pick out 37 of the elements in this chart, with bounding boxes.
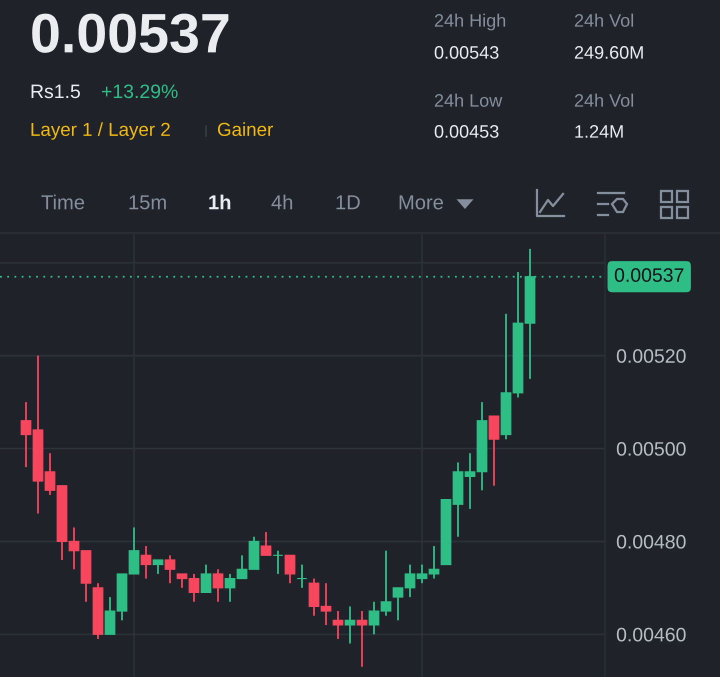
text: +13.29% — [102, 84, 178, 98]
text: 24h Low — [434, 94, 502, 107]
text: 24h High — [434, 14, 506, 30]
text: 15m — [130, 195, 166, 210]
candlestick — [284, 554, 296, 584]
text: 0.00543 — [434, 46, 498, 59]
candlestick — [344, 606, 356, 644]
text: 249.60M — [574, 46, 643, 59]
candlestick — [260, 531, 272, 556]
candlestick — [200, 564, 212, 594]
candlestick — [212, 568, 224, 603]
candlestick — [296, 564, 308, 589]
candlestick — [356, 610, 368, 668]
text: Time — [41, 194, 84, 210]
ref-line-label: 0.00537 — [614, 268, 684, 282]
text: 1.24M — [575, 125, 623, 138]
text: 24h Vol — [574, 14, 634, 27]
candlestick — [164, 554, 176, 584]
text: 24h Vol — [574, 94, 634, 107]
text: 0.00453 — [434, 125, 498, 138]
y-tick-label: 0.00500 — [616, 442, 686, 456]
y-tick-label: 0.00460 — [616, 628, 686, 642]
candlestick — [488, 415, 500, 487]
candlestick — [140, 545, 152, 580]
candlestick — [152, 559, 164, 575]
text: Gainer — [218, 122, 273, 136]
text: 1h — [209, 194, 230, 210]
text: Layer 1 / Layer 2 — [32, 122, 170, 140]
y-tick-label: 0.00480 — [616, 534, 686, 549]
y-tick-label: 0.00520 — [616, 349, 686, 363]
candlestick — [272, 550, 284, 575]
text: 1D — [336, 195, 360, 210]
text: 4h — [271, 194, 292, 210]
candlestick — [332, 610, 344, 640]
chart-title: 0.00537 — [32, 14, 228, 53]
text: Rs1.5 — [32, 84, 80, 98]
text: More — [400, 195, 443, 210]
